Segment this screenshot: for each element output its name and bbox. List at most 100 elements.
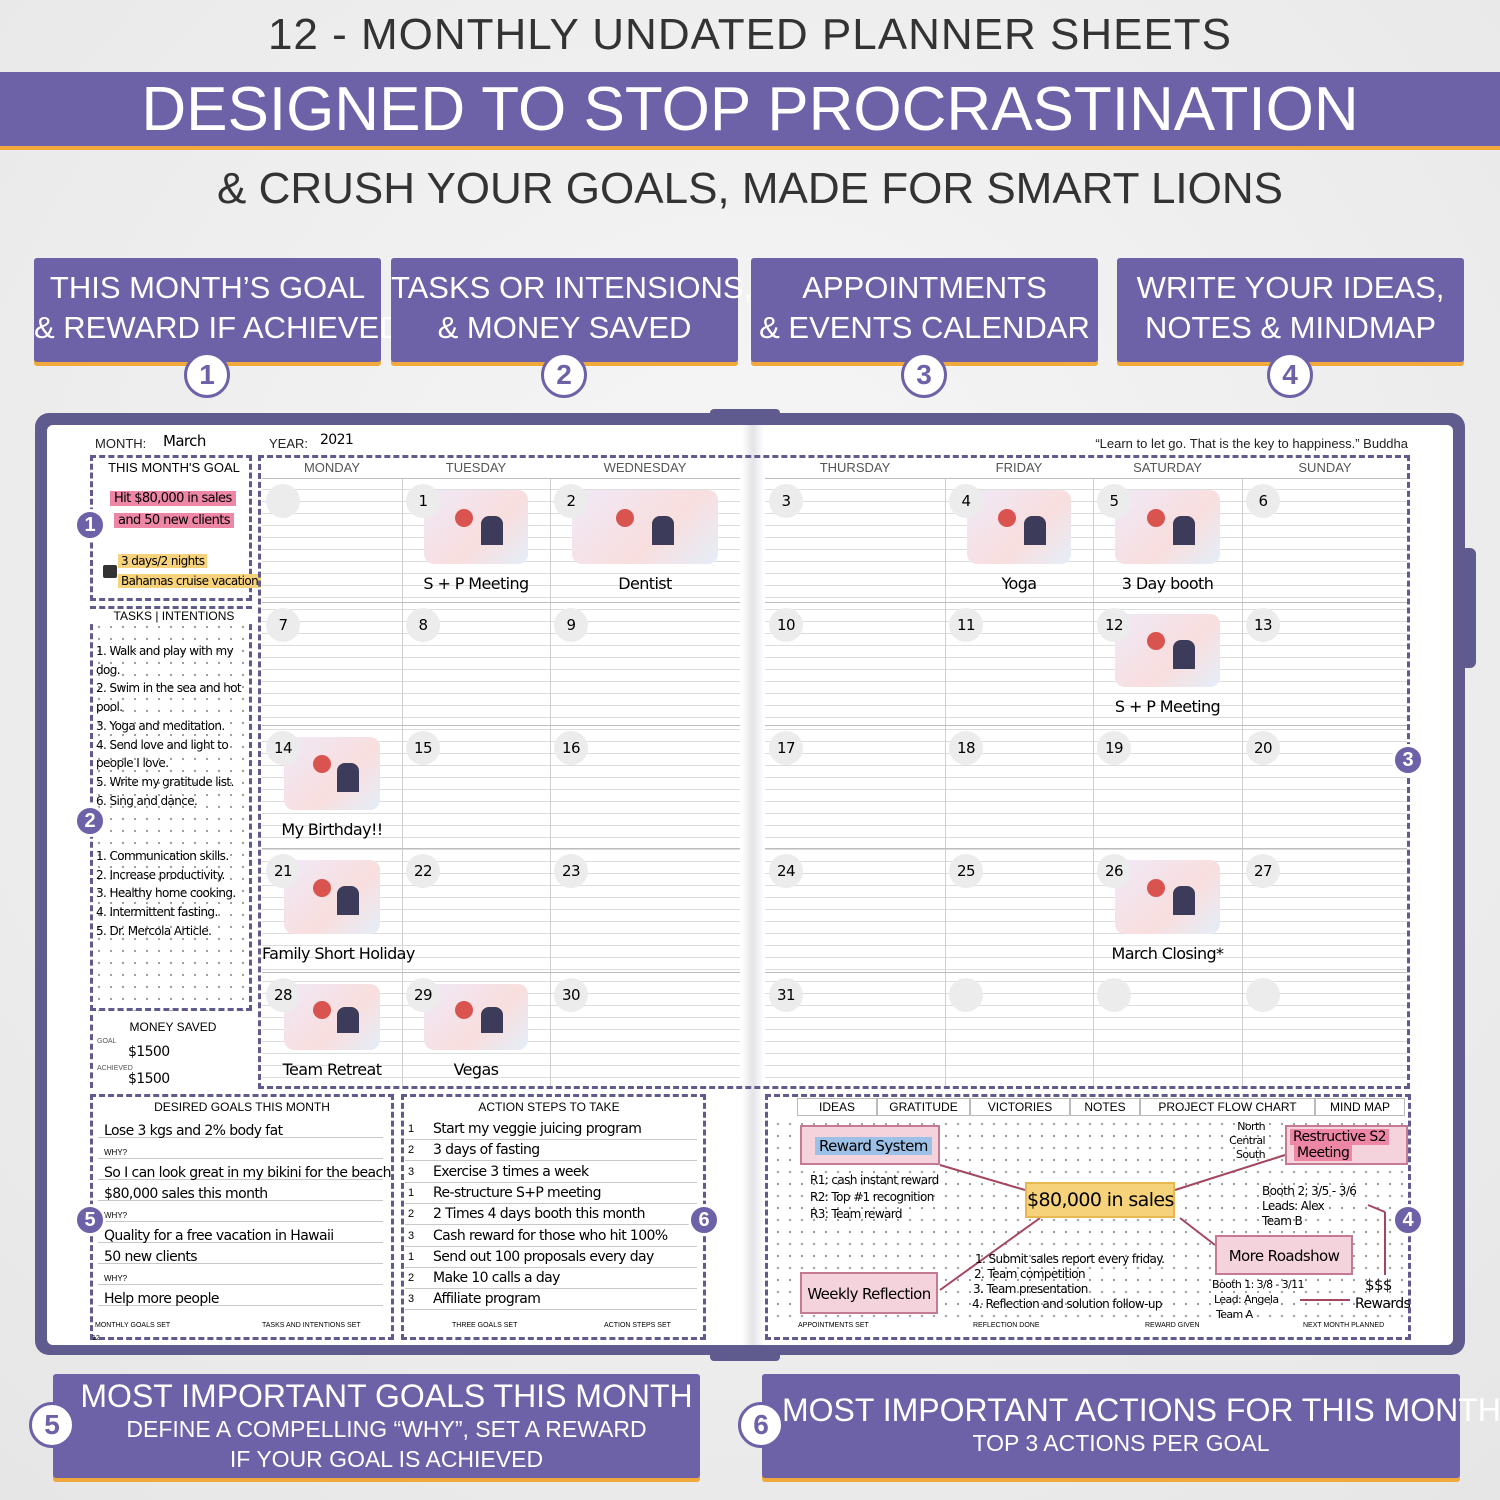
section-marker: 6 bbox=[688, 1204, 720, 1236]
day-circle: 21 bbox=[266, 854, 300, 888]
row-divider bbox=[262, 972, 740, 973]
reward-line: 3 days/2 nights bbox=[118, 554, 208, 568]
gift-icon bbox=[103, 565, 117, 578]
event-label: My Birthday!! bbox=[281, 820, 383, 839]
task-item: 1. Communication skills. bbox=[96, 849, 229, 863]
row-divider bbox=[765, 478, 1407, 479]
event-label: S + P Meeting bbox=[423, 574, 529, 593]
action-number: 2 bbox=[408, 1208, 415, 1221]
event-illustration bbox=[284, 984, 380, 1050]
event-illustration bbox=[1115, 490, 1220, 564]
section-marker: 3 bbox=[1392, 744, 1424, 776]
event-label: Family Short Holiday bbox=[262, 944, 415, 963]
mind-map-text: Central bbox=[1229, 1134, 1265, 1147]
action-text: Make 10 calls a day bbox=[433, 1270, 560, 1287]
action-text: Send out 100 proposals every day bbox=[433, 1248, 654, 1265]
event-illustration bbox=[284, 860, 380, 934]
action-line bbox=[405, 1139, 697, 1162]
day-circle: 14 bbox=[266, 731, 300, 765]
illustration-figure bbox=[1172, 639, 1195, 669]
calendar-lines bbox=[765, 478, 1407, 1086]
row-divider bbox=[765, 972, 1407, 973]
feature-box bbox=[1117, 258, 1464, 362]
row-divider bbox=[765, 725, 1407, 726]
notes-tab: MIND MAP bbox=[1315, 1098, 1405, 1116]
illustration-figure bbox=[336, 885, 359, 916]
month: March bbox=[163, 432, 206, 450]
tasks-box bbox=[90, 606, 252, 1011]
action-text: 2 Times 4 days booth this month bbox=[433, 1206, 645, 1223]
mind-map-node bbox=[1215, 1235, 1353, 1275]
action-text: Cash reward for those who hit 100% bbox=[433, 1227, 668, 1244]
illustration-figure bbox=[481, 515, 504, 546]
event-illustration bbox=[1115, 614, 1220, 687]
feature-text: APPOINTMENTS bbox=[802, 270, 1047, 305]
event-illustration bbox=[284, 737, 380, 810]
task-item: 2. Swim in the sea and hot pool. bbox=[96, 681, 242, 715]
day-circle: 6 bbox=[1246, 484, 1280, 518]
feature-text: TASKS OR INTENSIONS, bbox=[391, 270, 753, 305]
event-label: March Closing* bbox=[1111, 944, 1225, 963]
connector bbox=[939, 1164, 1026, 1191]
money-box bbox=[90, 1015, 255, 1088]
day-circle: 10 bbox=[769, 608, 803, 642]
mind-map-text: North bbox=[1237, 1120, 1265, 1133]
mind-map-text: Leads: Alex bbox=[1262, 1199, 1325, 1213]
feature-box bbox=[751, 258, 1098, 362]
goal-title: THIS MONTH'S GOAL bbox=[108, 460, 240, 475]
event-label: Team Retreat bbox=[282, 1060, 382, 1079]
feature-box bbox=[34, 258, 381, 362]
feature-number: 4 bbox=[1267, 352, 1313, 398]
reward-line: Bahamas cruise vacation bbox=[118, 574, 262, 588]
notes-tab: IDEAS bbox=[797, 1098, 877, 1116]
footer-label: APPOINTMENTS SET bbox=[798, 1322, 869, 1329]
illustration-figure bbox=[615, 508, 634, 527]
money-title: MONEY SAVED bbox=[129, 1020, 217, 1034]
banner-text: MOST IMPORTANT GOALS THIS MONTH bbox=[80, 1378, 693, 1414]
banner-text: DEFINE A COMPELLING “WHY”, SET A REWARD bbox=[126, 1416, 647, 1442]
goal-line: Lose 3 kgs and 2% body fat bbox=[98, 1118, 383, 1139]
illustration-figure bbox=[312, 1000, 331, 1019]
day-circle: 13 bbox=[1246, 608, 1280, 642]
cell-divider bbox=[945, 478, 946, 1086]
day-circle: 7 bbox=[266, 608, 300, 642]
illustration-figure bbox=[1172, 515, 1195, 546]
goal-line: Help more people bbox=[98, 1286, 383, 1307]
goal-line: Hit $80,000 in sales bbox=[110, 491, 236, 506]
mind-map-text: 2. Team competition bbox=[974, 1267, 1086, 1281]
day-header: SUNDAY bbox=[1298, 460, 1352, 475]
cell-divider bbox=[550, 478, 551, 1086]
mind-map-node bbox=[800, 1272, 938, 1314]
day-circle bbox=[266, 484, 300, 518]
illustration-figure bbox=[998, 508, 1017, 527]
action-text: Exercise 3 times a week bbox=[433, 1163, 589, 1180]
day-circle: 22 bbox=[406, 854, 440, 888]
action-line bbox=[405, 1246, 697, 1268]
action-line bbox=[405, 1288, 697, 1311]
task-item: 5. Dr. Mercola Article. bbox=[96, 923, 212, 938]
node-text: More Roadshow bbox=[1228, 1247, 1340, 1265]
actions-title: ACTION STEPS TO TAKE bbox=[478, 1100, 620, 1114]
subtitle: & CRUSH YOUR GOALS, MADE FOR SMART LIONS bbox=[217, 164, 1283, 213]
day-circle: 26 bbox=[1097, 854, 1131, 888]
row-divider bbox=[262, 478, 740, 479]
event-illustration bbox=[572, 490, 718, 564]
node-text: Meeting bbox=[1294, 1145, 1353, 1161]
mind-map-text: 3. Team presentation bbox=[973, 1282, 1088, 1296]
action-line bbox=[405, 1225, 697, 1247]
footer-label: REFLECTION DONE bbox=[973, 1322, 1040, 1329]
illustration-figure bbox=[455, 1000, 474, 1019]
day-circle: 16 bbox=[554, 731, 588, 765]
feature-text: THIS MONTH’S GOAL bbox=[49, 270, 366, 305]
day-circle: 1 bbox=[406, 484, 440, 518]
mind-map-text: R3: Team reward bbox=[810, 1207, 903, 1221]
mind-map-text: 4. Reflection and solution follow-up bbox=[972, 1297, 1162, 1311]
month-label: MONTH: bbox=[95, 436, 147, 451]
goal-line: $80,000 sales this month bbox=[98, 1181, 383, 1202]
connector bbox=[939, 1217, 1041, 1291]
mind-map-text: R1: cash instant reward bbox=[810, 1173, 939, 1187]
mind-map-center: $80,000 in sales bbox=[1025, 1182, 1175, 1218]
top-line: 12 - MONTHLY UNDATED PLANNER SHEETS bbox=[267, 10, 1233, 59]
footer-label: REWARD GIVEN bbox=[1145, 1322, 1200, 1329]
